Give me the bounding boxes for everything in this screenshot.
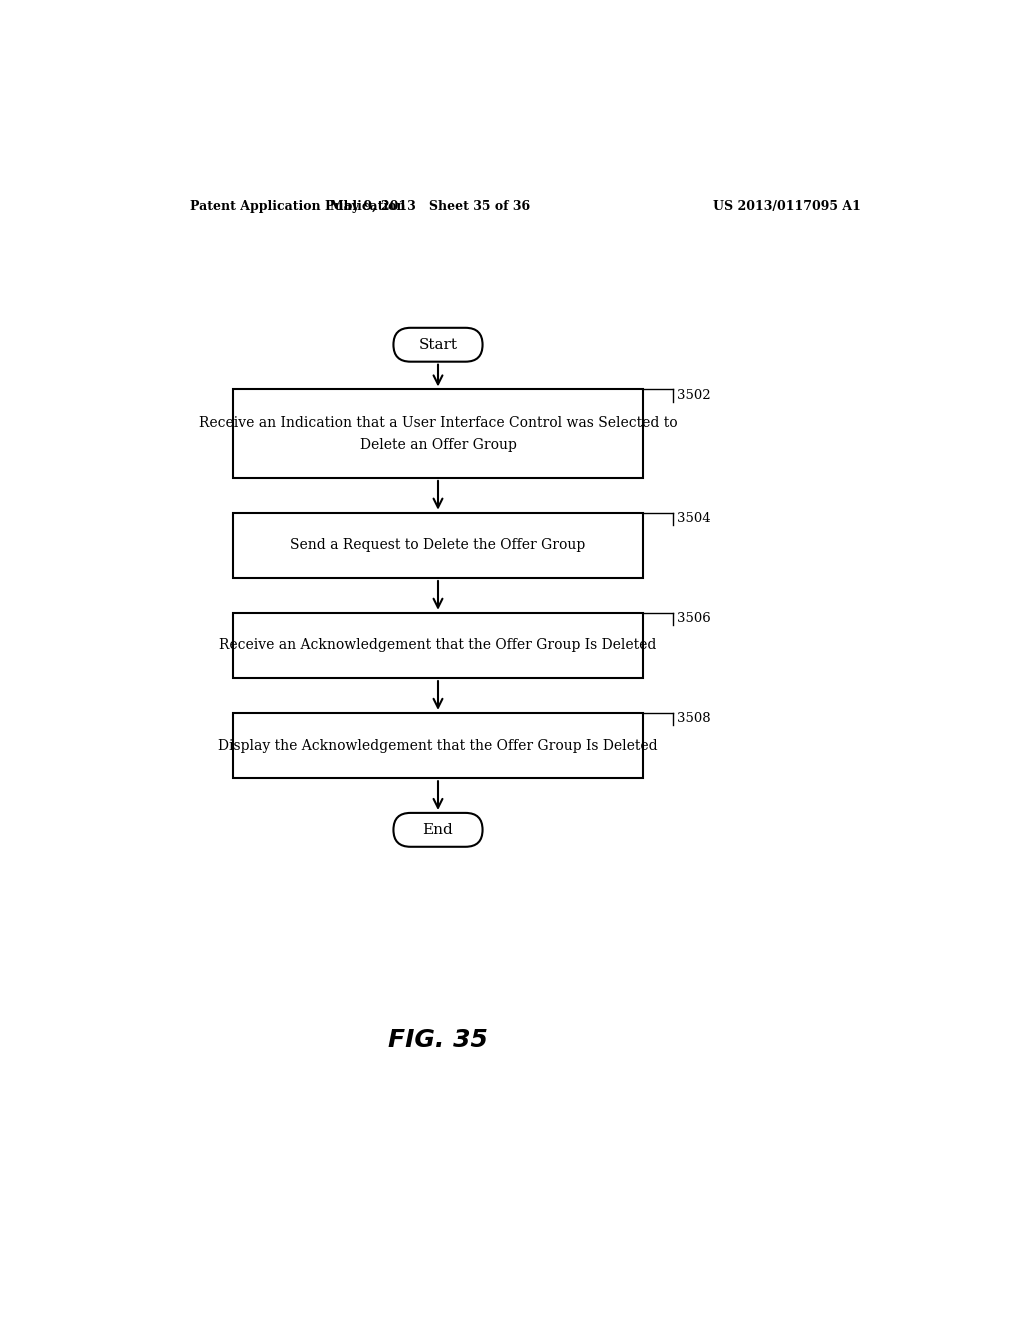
Text: FIG. 35: FIG. 35 (388, 1028, 488, 1052)
Text: 3508: 3508 (677, 713, 711, 726)
Bar (232, 713, 643, 779)
Text: US 2013/0117095 A1: US 2013/0117095 A1 (713, 199, 861, 213)
Text: Receive an Indication that a User Interface Control was Selected to
Delete an Of: Receive an Indication that a User Interf… (199, 416, 677, 451)
Text: 3504: 3504 (677, 512, 711, 525)
FancyBboxPatch shape (393, 327, 482, 362)
Bar (232, 612, 643, 678)
Text: Receive an Acknowledgement that the Offer Group Is Deleted: Receive an Acknowledgement that the Offe… (219, 639, 656, 652)
Text: 3506: 3506 (677, 612, 711, 626)
Text: Send a Request to Delete the Offer Group: Send a Request to Delete the Offer Group (291, 539, 586, 552)
FancyBboxPatch shape (393, 813, 482, 847)
Text: Patent Application Publication: Patent Application Publication (190, 199, 406, 213)
Text: Display the Acknowledgement that the Offer Group Is Deleted: Display the Acknowledgement that the Off… (218, 738, 657, 752)
Bar (232, 512, 643, 578)
Text: Start: Start (419, 338, 458, 351)
Text: End: End (423, 822, 454, 837)
Text: 3502: 3502 (677, 389, 711, 403)
Bar (232, 389, 643, 478)
Text: May 9, 2013   Sheet 35 of 36: May 9, 2013 Sheet 35 of 36 (330, 199, 530, 213)
